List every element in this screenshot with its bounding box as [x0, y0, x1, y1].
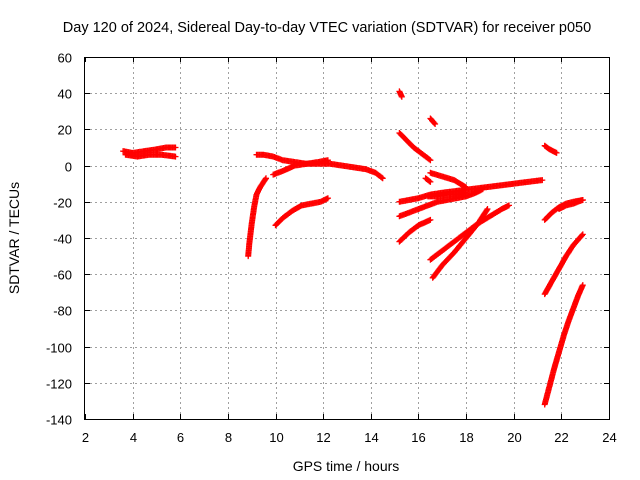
data-point	[263, 175, 269, 182]
data-point	[539, 177, 546, 184]
data-point	[483, 207, 490, 214]
data-point	[506, 202, 512, 209]
x-tick-label: 8	[225, 430, 232, 445]
series-arc-15	[429, 206, 491, 281]
y-tick-label: -120	[46, 377, 72, 392]
data-point	[378, 174, 385, 181]
y-tick-label: 20	[58, 123, 72, 138]
x-tick-label: 22	[554, 430, 568, 445]
series-arc-11	[427, 169, 470, 191]
data-point	[579, 197, 586, 203]
axis-ticks: 2 4 6 8 10 12 14 16 18 20 22 24-140-120-100-80-60-4…	[46, 51, 617, 446]
y-tick-label: 60	[58, 51, 72, 66]
series-arc-13	[396, 186, 486, 220]
data-point	[324, 195, 331, 202]
x-axis-label: GPS time / hours	[293, 458, 400, 474]
data-point	[426, 156, 433, 163]
series-arc-9	[422, 175, 434, 185]
series-arc-1b	[122, 151, 179, 160]
x-tick-label: 12	[316, 430, 330, 445]
series-arc-17	[541, 142, 560, 156]
y-tick-label: -60	[53, 268, 72, 283]
x-tick-label: 2	[82, 430, 89, 445]
data-point	[427, 178, 434, 185]
y-tick-label: 40	[58, 87, 72, 102]
y-axis-label: SDTVAR / TECUs	[6, 182, 22, 294]
data-point	[427, 216, 434, 223]
data-point	[324, 157, 331, 164]
series-arc-21	[541, 282, 586, 408]
series-arc-4	[270, 157, 331, 178]
y-tick-label: -20	[53, 196, 72, 211]
y-tick-label: 0	[65, 160, 72, 175]
data-point	[484, 206, 491, 212]
data-points	[120, 88, 586, 408]
data-point	[172, 144, 179, 151]
y-tick-label: -140	[46, 413, 72, 428]
plot-frame	[84, 57, 610, 420]
x-tick-label: 24	[602, 430, 616, 445]
data-point	[172, 153, 179, 160]
data-point	[426, 178, 433, 185]
y-tick-label: -100	[46, 341, 72, 356]
data-point	[463, 184, 470, 191]
data-point	[432, 121, 439, 127]
data-point	[431, 120, 438, 127]
data-point	[479, 186, 486, 193]
data-point	[579, 282, 586, 289]
series-arc-5	[272, 195, 331, 229]
series-arc-6	[396, 88, 405, 100]
x-tick-label: 18	[459, 430, 473, 445]
data-point	[379, 175, 386, 182]
series-arc-8	[427, 115, 439, 127]
x-tick-label: 6	[177, 430, 184, 445]
chart-title: Day 120 of 2024, Sidereal Day-to-day VTE…	[63, 20, 591, 36]
data-point	[579, 232, 585, 239]
x-tick-label: 14	[364, 430, 378, 445]
x-tick-label: 16	[411, 430, 425, 445]
series-arc-14	[396, 216, 434, 245]
series-arc-7	[396, 130, 434, 164]
grid-lines	[85, 57, 609, 419]
data-point	[579, 231, 586, 238]
y-tick-label: -80	[53, 304, 72, 319]
data-point	[398, 93, 405, 100]
data-point	[427, 157, 434, 164]
x-tick-label: 10	[269, 430, 283, 445]
series-arc-19	[556, 197, 586, 212]
x-tick-label: 4	[130, 430, 137, 445]
series-arc-2	[245, 175, 269, 260]
series-arc-20	[541, 231, 586, 298]
data-point	[553, 149, 560, 156]
series-arc-10	[396, 177, 546, 205]
y-tick-label: -40	[53, 232, 72, 247]
series-arc-16	[427, 202, 512, 263]
x-tick-label: 20	[507, 430, 521, 445]
